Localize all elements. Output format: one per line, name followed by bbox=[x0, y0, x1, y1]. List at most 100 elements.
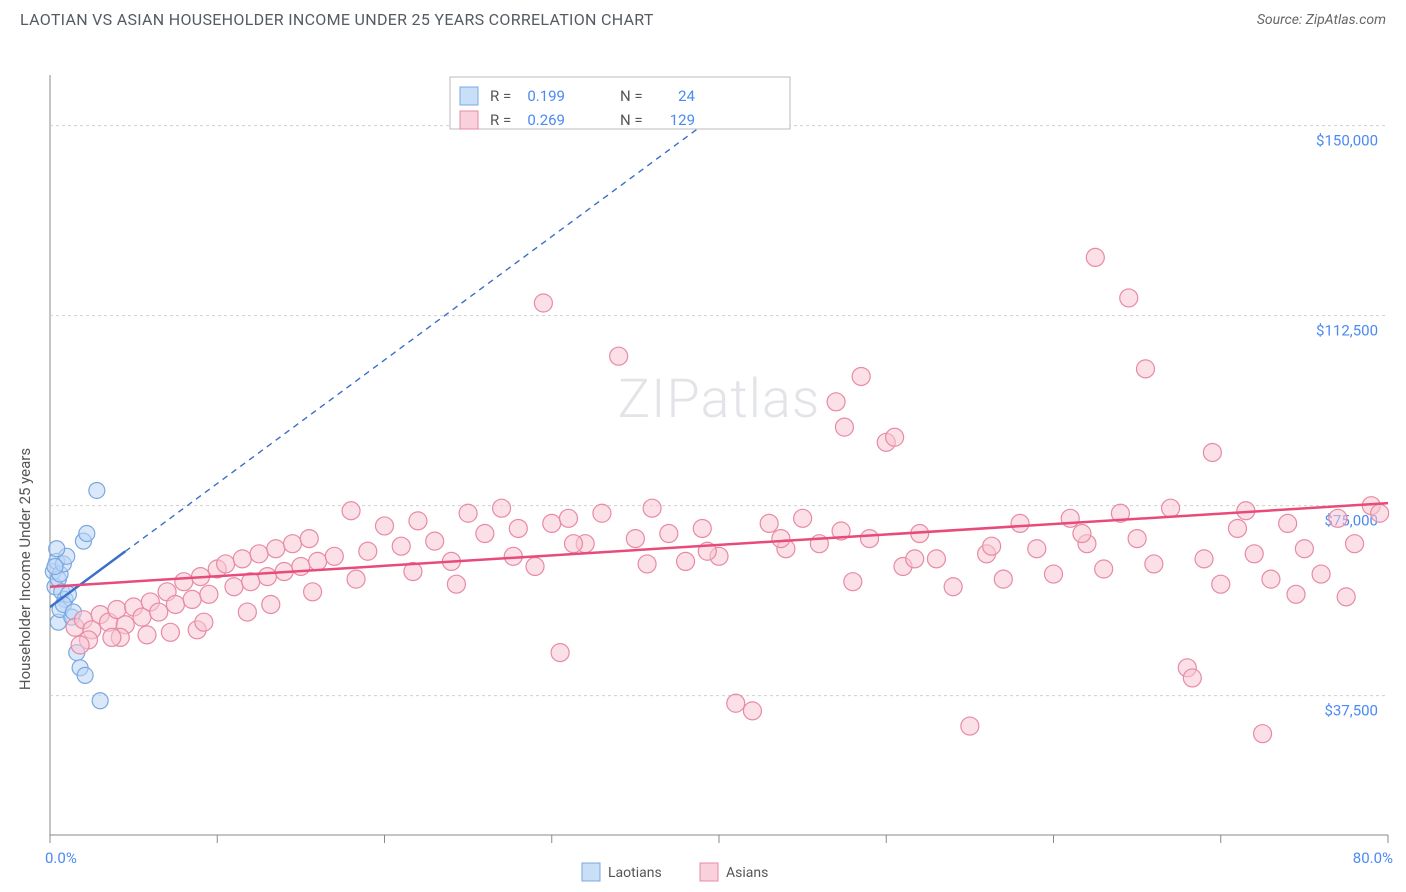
data-point bbox=[1295, 540, 1313, 558]
data-point bbox=[1371, 504, 1389, 522]
data-point bbox=[852, 367, 870, 385]
data-point bbox=[1203, 443, 1221, 461]
data-point bbox=[292, 557, 310, 575]
legend-swatch bbox=[460, 87, 478, 105]
data-point bbox=[677, 552, 695, 570]
data-point bbox=[727, 694, 745, 712]
data-point bbox=[1095, 560, 1113, 578]
legend-swatch bbox=[460, 111, 478, 129]
data-point bbox=[258, 568, 276, 586]
data-point bbox=[927, 550, 945, 568]
stat-n-value: 129 bbox=[670, 111, 695, 129]
stat-n-label: N = bbox=[620, 111, 643, 129]
data-point bbox=[47, 558, 63, 574]
data-point bbox=[1120, 289, 1138, 307]
data-point bbox=[217, 555, 235, 573]
data-point bbox=[1279, 514, 1297, 532]
stat-n-label: N = bbox=[620, 87, 643, 105]
data-point bbox=[835, 418, 853, 436]
data-point bbox=[233, 550, 251, 568]
data-point bbox=[262, 595, 280, 613]
data-point bbox=[200, 585, 218, 603]
data-point bbox=[103, 628, 121, 646]
data-point bbox=[526, 557, 544, 575]
legend-swatch bbox=[582, 863, 600, 881]
data-point bbox=[92, 693, 108, 709]
data-point bbox=[559, 509, 577, 527]
data-point bbox=[71, 636, 89, 654]
data-point bbox=[225, 578, 243, 596]
data-point bbox=[195, 613, 213, 631]
data-point bbox=[376, 517, 394, 535]
data-point bbox=[183, 590, 201, 608]
data-point bbox=[1086, 248, 1104, 266]
data-point bbox=[309, 552, 327, 570]
data-point bbox=[1028, 540, 1046, 558]
data-point bbox=[534, 294, 552, 312]
stat-r-label: R = bbox=[490, 111, 511, 129]
data-point bbox=[1195, 550, 1213, 568]
data-point bbox=[238, 603, 256, 621]
data-point bbox=[459, 504, 477, 522]
data-point bbox=[1262, 570, 1280, 588]
data-point bbox=[1254, 725, 1272, 743]
legend-swatch bbox=[700, 863, 718, 881]
data-point bbox=[166, 595, 184, 613]
data-point bbox=[1136, 360, 1154, 378]
data-point bbox=[1337, 588, 1355, 606]
data-point bbox=[79, 526, 95, 542]
data-point bbox=[983, 537, 1001, 555]
data-point bbox=[743, 702, 761, 720]
stat-n-value: 24 bbox=[678, 87, 695, 105]
data-point bbox=[1346, 535, 1364, 553]
y-tick-label: $112,500 bbox=[1316, 322, 1378, 340]
data-point bbox=[347, 570, 365, 588]
data-point bbox=[304, 583, 322, 601]
data-point bbox=[1145, 555, 1163, 573]
x-tick-label: 80.0% bbox=[1353, 849, 1393, 867]
stat-r-value: 0.269 bbox=[527, 111, 565, 129]
data-point bbox=[1045, 565, 1063, 583]
data-point bbox=[944, 578, 962, 596]
y-axis-title: Householder Income Under 25 years bbox=[16, 448, 34, 690]
data-point bbox=[1212, 575, 1230, 593]
legend-label: Asians bbox=[726, 865, 768, 881]
data-point bbox=[1228, 519, 1246, 537]
data-point bbox=[1287, 585, 1305, 603]
data-point bbox=[994, 570, 1012, 588]
data-point bbox=[161, 623, 179, 641]
data-point bbox=[138, 626, 156, 644]
scatter-chart: $37,500$75,000$112,500$150,0000.0%80.0%H… bbox=[0, 35, 1406, 885]
data-point bbox=[610, 347, 628, 365]
chart-title: LAOTIAN VS ASIAN HOUSEHOLDER INCOME UNDE… bbox=[20, 10, 654, 29]
data-point bbox=[551, 644, 569, 662]
data-point bbox=[509, 519, 527, 537]
chart-container: $37,500$75,000$112,500$150,0000.0%80.0%H… bbox=[0, 35, 1406, 885]
data-point bbox=[638, 555, 656, 573]
data-point bbox=[325, 547, 343, 565]
data-point bbox=[906, 550, 924, 568]
legend-label: Laotians bbox=[608, 865, 662, 881]
data-point bbox=[794, 509, 812, 527]
data-point bbox=[1329, 509, 1347, 527]
data-point bbox=[250, 545, 268, 563]
data-point bbox=[447, 575, 465, 593]
data-point bbox=[175, 573, 193, 591]
data-point bbox=[342, 502, 360, 520]
watermark: ZIPatlas bbox=[618, 368, 820, 431]
data-point bbox=[476, 525, 494, 543]
data-point bbox=[300, 530, 318, 548]
data-point bbox=[593, 504, 611, 522]
data-point bbox=[886, 428, 904, 446]
x-tick-label: 0.0% bbox=[45, 849, 77, 867]
y-tick-label: $37,500 bbox=[1324, 702, 1378, 720]
data-point bbox=[1162, 499, 1180, 517]
data-point bbox=[961, 717, 979, 735]
data-point bbox=[626, 530, 644, 548]
data-point bbox=[150, 603, 168, 621]
data-point bbox=[1073, 525, 1091, 543]
data-point bbox=[543, 514, 561, 532]
chart-header: LAOTIAN VS ASIAN HOUSEHOLDER INCOME UNDE… bbox=[0, 0, 1406, 35]
y-tick-label: $150,000 bbox=[1316, 132, 1378, 150]
data-point bbox=[772, 530, 790, 548]
